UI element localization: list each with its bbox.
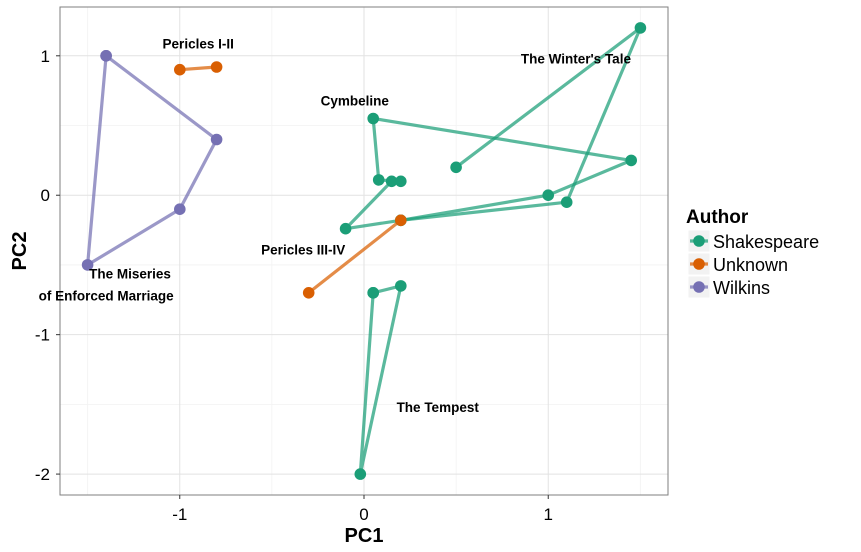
- legend-key-point: [693, 235, 705, 247]
- y-tick-label: 1: [41, 47, 50, 66]
- data-point: [367, 112, 380, 125]
- data-point: [372, 174, 385, 186]
- data-point: [210, 61, 223, 73]
- series-line: [344, 26, 642, 231]
- y-tick-label: 0: [41, 186, 50, 205]
- annotation-label: The Tempest: [397, 400, 480, 415]
- annotation-label: Pericles I-II: [163, 36, 234, 51]
- data-point: [395, 175, 407, 188]
- annotation-label: of Enforced Marriage: [39, 289, 175, 304]
- x-tick-label: 1: [544, 505, 553, 524]
- legend-key-point: [693, 281, 705, 293]
- data-point: [100, 50, 112, 62]
- data-point: [625, 154, 637, 167]
- annotation-label: Pericles III-IV: [261, 243, 345, 258]
- data-point: [174, 63, 186, 76]
- y-axis-title: PC2: [9, 232, 31, 271]
- series-line: [358, 284, 403, 476]
- data-point: [634, 22, 647, 34]
- x-axis-title: PC1: [345, 525, 384, 547]
- legend-key-point: [693, 258, 705, 270]
- annotation-label: The Winter's Tale: [521, 52, 632, 67]
- series-line: [178, 65, 219, 72]
- data-point: [385, 175, 398, 188]
- series-line: [307, 218, 403, 295]
- data-point: [302, 287, 315, 299]
- x-tick-label: -1: [172, 505, 187, 524]
- data-point: [395, 214, 407, 227]
- legend-label: Unknown: [713, 255, 788, 275]
- data-point: [367, 287, 380, 299]
- y-tick-label: -1: [35, 326, 50, 345]
- data-point: [354, 468, 367, 480]
- data-point: [174, 203, 186, 215]
- annotation-label: Cymbeline: [321, 93, 390, 108]
- annotations: Pericles I-II The Winter's Tale Cymbeline P…: [39, 36, 632, 415]
- x-tick-label: 0: [359, 505, 368, 524]
- legend: Author Shakespeare Unknown Wilkins: [686, 207, 819, 299]
- data-point: [395, 280, 407, 292]
- series-lines: [81, 22, 647, 480]
- axis-ticks: -1 0 1 -2 -1 0 1: [35, 47, 553, 524]
- legend-label: Shakespeare: [713, 232, 819, 252]
- data-point: [81, 259, 94, 271]
- legend-label: Wilkins: [713, 278, 770, 298]
- annotation-label: The Miseries: [89, 266, 171, 281]
- data-point: [560, 196, 573, 208]
- data-point: [339, 222, 352, 235]
- y-tick-label: -2: [35, 465, 50, 484]
- data-point: [450, 161, 462, 174]
- legend-title: Author: [686, 207, 749, 228]
- data-point: [210, 133, 223, 146]
- data-point: [542, 189, 554, 201]
